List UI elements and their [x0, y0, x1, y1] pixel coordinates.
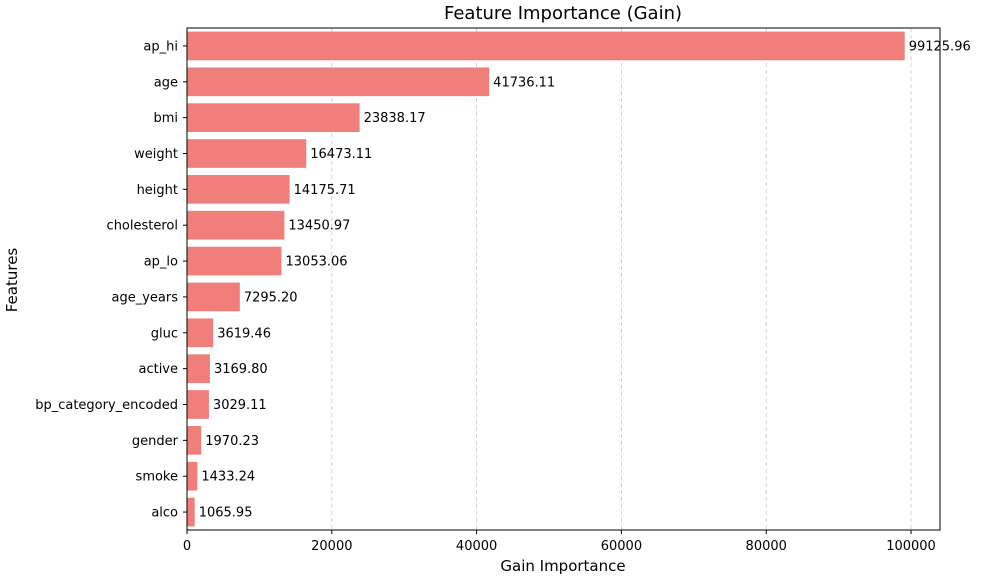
bar-age: [187, 67, 490, 97]
bar-ap-lo: [187, 246, 282, 276]
bar-alco: [187, 497, 195, 527]
plot-frame: [186, 27, 941, 531]
y-tick-label: smoke: [136, 470, 178, 485]
y-tick-label: bp_category_encoded: [35, 398, 178, 413]
value-label: 14175.71: [294, 183, 356, 198]
x-axis-title: Gain Importance: [500, 557, 625, 575]
y-axis-title: Features: [3, 248, 21, 313]
value-label: 3619.46: [217, 326, 271, 341]
bar-height: [187, 175, 290, 204]
value-label: 1970.23: [205, 434, 259, 449]
x-tick-label: 60000: [601, 539, 642, 554]
x-tick-label: 80000: [746, 539, 787, 554]
y-tick-label: cholesterol: [107, 219, 178, 234]
y-tick-label: height: [137, 183, 178, 198]
value-label: 13450.97: [288, 219, 350, 234]
bar-active: [187, 354, 210, 383]
x-tick-label: 100000: [886, 539, 936, 554]
bar-ap-hi: [187, 31, 905, 61]
chart-title: Feature Importance (Gain): [444, 3, 682, 24]
value-label: 13053.06: [286, 255, 348, 270]
y-tick-label: ap_lo: [144, 255, 178, 270]
bar-bmi: [187, 103, 360, 132]
bar-age-years: [187, 282, 240, 312]
value-label: 41736.11: [493, 75, 555, 90]
bar-layer: [187, 31, 905, 527]
y-tick-label: active: [138, 362, 178, 377]
bar-bp-category-encoded: [187, 390, 209, 419]
x-tick-label: 20000: [311, 539, 352, 554]
value-label: 1433.24: [201, 470, 255, 485]
y-tick-label: age: [154, 75, 178, 90]
value-label: 3169.80: [214, 362, 268, 377]
bar-gluc: [187, 318, 214, 348]
value-label: 7295.20: [244, 290, 298, 305]
bar-gender: [187, 426, 202, 455]
y-tick-label: bmi: [153, 111, 178, 126]
y-tick-label: age_years: [112, 290, 179, 305]
x-tick-label: 40000: [456, 539, 497, 554]
y-tick-label: weight: [134, 147, 178, 162]
x-tick-label: 0: [183, 539, 191, 554]
bar-weight: [187, 139, 307, 168]
y-tick-label: gluc: [151, 326, 178, 341]
y-tick-label: alco: [151, 506, 178, 521]
bar-cholesterol: [187, 210, 285, 240]
value-label: 3029.11: [213, 398, 267, 413]
value-label: 16473.11: [310, 147, 372, 162]
label-layer: 99125.9641736.1123838.1716473.1114175.71…: [199, 39, 971, 520]
y-tick-label: gender: [132, 434, 179, 449]
value-label: 1065.95: [199, 506, 253, 521]
bar-smoke: [187, 461, 198, 491]
value-label: 23838.17: [364, 111, 426, 126]
y-tick-label: ap_hi: [143, 39, 178, 54]
